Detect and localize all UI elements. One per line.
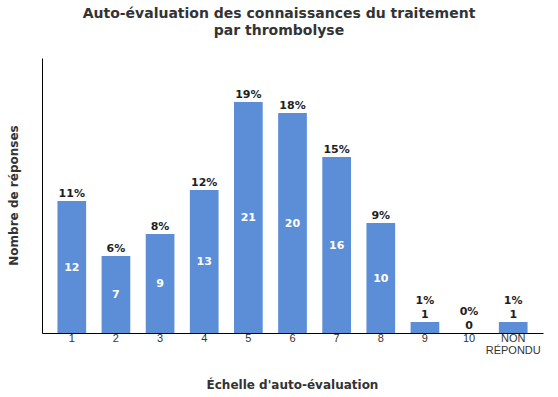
chart-svg: 12345678910NONRÉPONDU1211%76%98%1312%211… <box>0 0 558 397</box>
x-tick-label-line: 9 <box>422 332 428 344</box>
bar <box>102 256 131 333</box>
x-tick-label: 3 <box>157 332 163 344</box>
bar <box>57 201 86 333</box>
bar <box>146 234 175 333</box>
x-tick-label-line: 4 <box>201 332 207 344</box>
x-tick-label: 6 <box>289 332 295 344</box>
bar <box>366 223 395 333</box>
percentage-label: 1% <box>504 294 523 307</box>
x-tick-label-line: RÉPONDU <box>486 344 541 356</box>
value-label: 0 <box>465 319 473 332</box>
chart-container: 12345678910NONRÉPONDU1211%76%98%1312%211… <box>0 0 558 397</box>
chart-title-line: par thrombolyse <box>214 22 344 38</box>
x-tick: 3 <box>157 332 163 344</box>
percentage-label: 19% <box>235 88 261 101</box>
x-tick: NONRÉPONDU <box>486 332 541 356</box>
x-axis: 1 2 3 4 5 6 7 8 9 10 NONRÉPONDU <box>43 332 544 356</box>
x-tick-label-line: 5 <box>245 332 251 344</box>
value-label: 1 <box>509 308 517 321</box>
x-tick: 5 <box>245 332 251 344</box>
percentage-label: 18% <box>279 99 305 112</box>
percentage-label: 1% <box>416 294 435 307</box>
data-labels: 1211%76%98%1312%2119%2018%1615%109%11%00… <box>59 88 523 332</box>
x-tick: 1 <box>69 332 75 344</box>
x-tick-label: 5 <box>245 332 251 344</box>
percentage-label: 11% <box>59 187 85 200</box>
value-label: 7 <box>112 288 120 301</box>
x-tick-label: 9 <box>422 332 428 344</box>
x-tick-label-line: 3 <box>157 332 163 344</box>
bar <box>190 190 219 333</box>
x-tick: 4 <box>201 332 207 344</box>
x-tick: 9 <box>422 332 428 344</box>
x-tick-label: 7 <box>334 332 340 344</box>
bars <box>57 102 527 333</box>
x-tick: 6 <box>289 332 295 344</box>
x-tick-label: 1 <box>69 332 75 344</box>
bar <box>234 102 263 333</box>
x-tick-label: 8 <box>378 332 384 344</box>
x-tick-label: NONRÉPONDU <box>486 332 541 356</box>
value-label: 16 <box>329 239 345 252</box>
percentage-label: 8% <box>151 220 170 233</box>
y-axis <box>42 59 43 334</box>
x-tick-label-line: 6 <box>289 332 295 344</box>
value-label: 21 <box>241 211 256 224</box>
percentage-label: 9% <box>371 209 390 222</box>
x-tick-label: 10 <box>463 332 475 344</box>
x-tick: 10 <box>463 332 475 344</box>
plot-area: 12345678910NONRÉPONDU1211%76%98%1312%211… <box>43 59 544 357</box>
x-tick-label-line: 10 <box>463 332 475 344</box>
x-tick-label: 4 <box>201 332 207 344</box>
x-tick-label-line: 8 <box>378 332 384 344</box>
y-axis-title: Nombre de réponses <box>7 125 21 265</box>
percentage-label: 12% <box>191 176 217 189</box>
value-label: 1 <box>421 308 429 321</box>
x-tick-label-line: 1 <box>69 332 75 344</box>
x-tick-label: 2 <box>113 332 119 344</box>
percentage-label: 6% <box>107 242 126 255</box>
x-tick-label-line: 7 <box>334 332 340 344</box>
x-tick-label-line: 2 <box>113 332 119 344</box>
percentage-label: 0% <box>460 305 479 318</box>
x-tick: 2 <box>113 332 119 344</box>
value-label: 13 <box>197 255 212 268</box>
x-tick: 8 <box>378 332 384 344</box>
chart-title-line: Auto-évaluation des connaissances du tra… <box>83 5 476 21</box>
x-axis-title: Échelle d'auto-évaluation <box>207 377 379 392</box>
value-label: 12 <box>64 261 79 274</box>
value-label: 20 <box>285 217 301 230</box>
x-tick: 7 <box>334 332 340 344</box>
value-label: 10 <box>373 272 389 285</box>
bar <box>278 113 307 333</box>
chart-title: Auto-évaluation des connaissances du tra… <box>83 5 476 38</box>
value-label: 9 <box>156 277 164 290</box>
x-tick-label-line: NON <box>501 332 526 344</box>
percentage-label: 15% <box>323 143 349 156</box>
bar <box>322 157 351 333</box>
y-axis-line <box>42 59 43 334</box>
